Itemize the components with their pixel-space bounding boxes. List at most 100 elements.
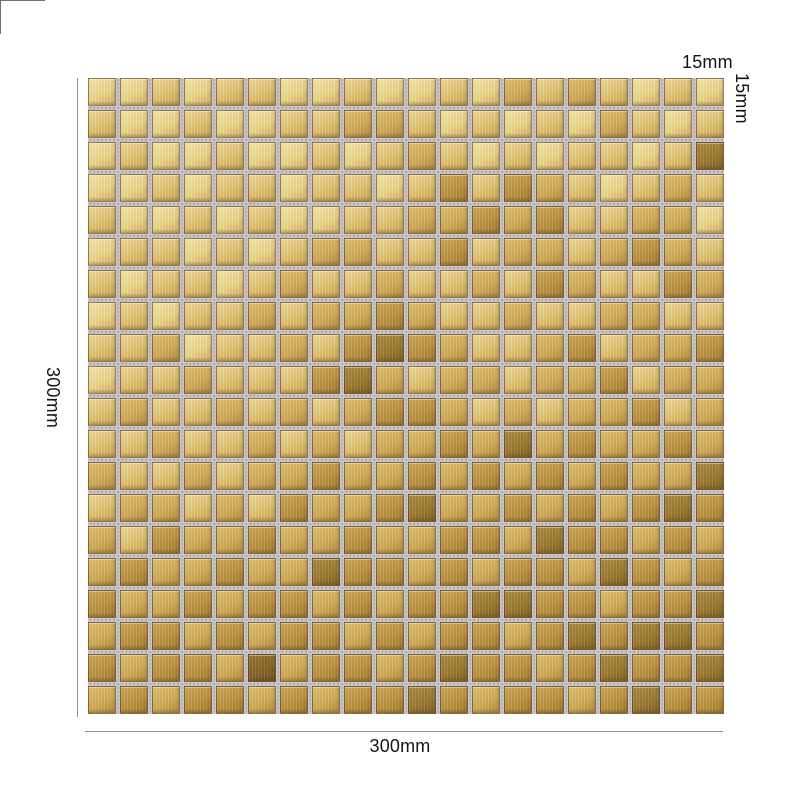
mosaic-tile [504, 462, 532, 490]
mosaic-tile [632, 110, 660, 138]
mosaic-tile [216, 558, 244, 586]
mosaic-tile [600, 110, 628, 138]
tile-width-dimension-label: 15mm [682, 52, 733, 72]
mosaic-tile [696, 270, 724, 298]
mosaic-tile [504, 558, 532, 586]
mosaic-tile [472, 494, 500, 522]
mosaic-tile [664, 110, 692, 138]
mosaic-tile [568, 398, 596, 426]
mosaic-tile [216, 494, 244, 522]
mosaic-tile [568, 110, 596, 138]
mosaic-tile [184, 526, 212, 554]
mosaic-tile [664, 142, 692, 170]
mosaic-tile [216, 686, 244, 714]
mosaic-tile [664, 270, 692, 298]
mosaic-tile [600, 526, 628, 554]
mosaic-tile [440, 78, 468, 106]
mosaic-tile [376, 334, 404, 362]
mosaic-tile [600, 558, 628, 586]
mosaic-tile [632, 334, 660, 362]
mosaic-tile [184, 686, 212, 714]
mosaic-tile [184, 622, 212, 650]
mosaic-tile [184, 78, 212, 106]
mosaic-tile [600, 622, 628, 650]
mosaic-tile [312, 174, 340, 202]
mosaic-tile [312, 302, 340, 330]
mosaic-tile [248, 494, 276, 522]
mosaic-tile [248, 238, 276, 266]
mosaic-tile [568, 366, 596, 394]
mosaic-tile [568, 334, 596, 362]
mosaic-tile [376, 686, 404, 714]
mosaic-tile [568, 462, 596, 490]
mosaic-tile [248, 302, 276, 330]
mosaic-tile [312, 622, 340, 650]
mosaic-tile [632, 622, 660, 650]
mosaic-tile [88, 622, 116, 650]
mosaic-tile [184, 654, 212, 682]
mosaic-tile [472, 270, 500, 298]
mosaic-tile [280, 622, 308, 650]
mosaic-tile [376, 238, 404, 266]
mosaic-tile [312, 654, 340, 682]
tile-height-dimension-line [0, 1, 1, 34]
mosaic-tile [120, 366, 148, 394]
mosaic-tile [696, 558, 724, 586]
mosaic-tile [440, 430, 468, 458]
mosaic-tile [376, 590, 404, 618]
mosaic-tile [184, 366, 212, 394]
mosaic-tile [664, 302, 692, 330]
mosaic-tile [408, 622, 436, 650]
mosaic-tile [536, 654, 564, 682]
mosaic-tile [664, 334, 692, 362]
mosaic-tile [632, 654, 660, 682]
mosaic-tile [248, 526, 276, 554]
mosaic-tile [472, 558, 500, 586]
mosaic-tile [504, 142, 532, 170]
mosaic-tile [504, 430, 532, 458]
mosaic-tile [696, 590, 724, 618]
mosaic-tile [280, 526, 308, 554]
mosaic-tile [152, 590, 180, 618]
mosaic-tile [152, 398, 180, 426]
mosaic-tile [408, 206, 436, 234]
mosaic-tile [536, 590, 564, 618]
mosaic-tile [152, 558, 180, 586]
mosaic-tile [536, 270, 564, 298]
mosaic-tile [440, 558, 468, 586]
mosaic-tile [632, 238, 660, 266]
mosaic-tile [216, 174, 244, 202]
mosaic-tile [312, 526, 340, 554]
mosaic-tile [152, 494, 180, 522]
mosaic-tile [600, 302, 628, 330]
mosaic-tile [248, 590, 276, 618]
mosaic-tile [312, 142, 340, 170]
mosaic-tile [88, 206, 116, 234]
mosaic-tile [472, 238, 500, 266]
mosaic-tile [440, 622, 468, 650]
mosaic-tile [216, 302, 244, 330]
mosaic-tile [120, 494, 148, 522]
mosaic-tile [216, 430, 244, 458]
mosaic-tile [184, 302, 212, 330]
mosaic-tile [152, 622, 180, 650]
mosaic-tile [536, 398, 564, 426]
mosaic-tile [344, 142, 372, 170]
mosaic-tile [696, 142, 724, 170]
mosaic-tile [440, 654, 468, 682]
mosaic-tile [568, 558, 596, 586]
mosaic-tile [696, 398, 724, 426]
mosaic-tile [120, 398, 148, 426]
mosaic-tile [344, 110, 372, 138]
mosaic-tile [280, 494, 308, 522]
mosaic-tile [120, 430, 148, 458]
mosaic-tile [344, 462, 372, 490]
mosaic-tile [120, 558, 148, 586]
mosaic-tile [600, 270, 628, 298]
mosaic-tile [504, 174, 532, 202]
mosaic-tile [376, 622, 404, 650]
mosaic-tile [408, 142, 436, 170]
mosaic-tile [696, 654, 724, 682]
mosaic-tile [344, 622, 372, 650]
mosaic-tile [408, 494, 436, 522]
